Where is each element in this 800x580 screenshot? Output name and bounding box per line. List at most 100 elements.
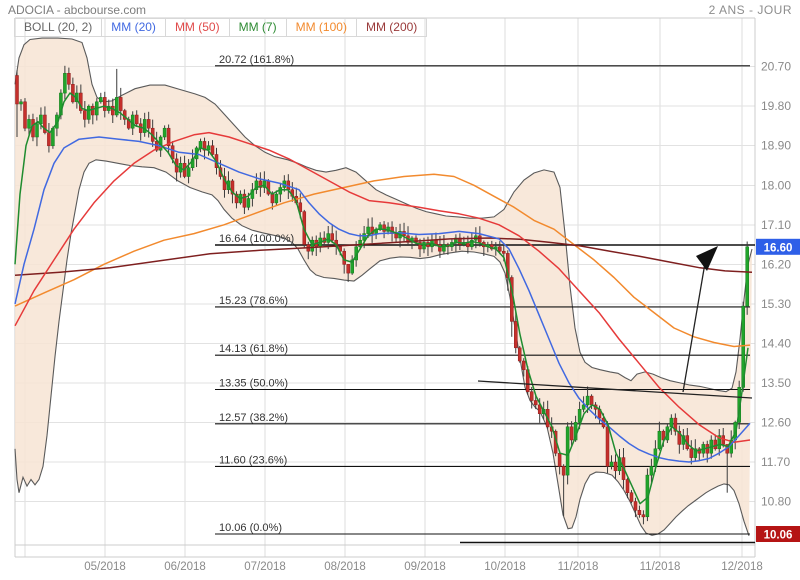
x-axis-label: 12/2018 (721, 561, 763, 573)
candle-down (258, 180, 263, 188)
candle-up (198, 141, 203, 149)
candle-up (59, 92, 63, 116)
candle-down (230, 180, 235, 195)
candle-down (103, 97, 107, 111)
y-axis-label: 18.90 (761, 139, 791, 153)
candle-down (689, 448, 694, 458)
candle-up (35, 123, 39, 138)
candle-down (330, 233, 334, 241)
candle-up (745, 246, 749, 307)
candle-up (717, 435, 721, 450)
candle-up (27, 119, 31, 129)
x-axis-label: 10/2018 (484, 561, 526, 573)
candle-up (326, 233, 330, 243)
candle-down (71, 84, 75, 103)
candle-down (529, 391, 534, 401)
candle-down (514, 321, 518, 349)
candle-up (99, 97, 103, 103)
candle-down (134, 114, 139, 125)
low-price-tag-text: 10.06 (764, 530, 793, 542)
x-axis-label: 07/2018 (244, 561, 286, 573)
trendline[interactable] (477, 380, 753, 399)
candle-down (438, 244, 442, 252)
y-axis-label: 19.80 (761, 99, 791, 113)
y-axis-label: 20.70 (761, 60, 791, 74)
legend-item-3: MM (7) (228, 18, 287, 37)
last-price-tag (756, 238, 800, 255)
candle-down (589, 395, 594, 406)
page-title: ADOCIA - abcbourse.com (8, 3, 147, 17)
candle-down (517, 347, 522, 362)
legend-item-2: MM (50) (164, 18, 230, 37)
candle-down (15, 75, 19, 105)
candle-down (67, 73, 71, 85)
timeframe-label: 2 ANS - JOUR (708, 3, 792, 17)
candle-down (83, 110, 87, 120)
candle-up (565, 426, 570, 476)
candle-down (633, 501, 638, 511)
candle-down (557, 452, 562, 467)
candle-down (673, 417, 678, 432)
y-axis-label: 16.20 (761, 257, 791, 271)
candle-down (498, 246, 502, 252)
fib-label: 11.60 (23.6%) (219, 454, 287, 466)
candle-up (162, 127, 167, 138)
candle-up (262, 180, 267, 188)
candle-down (47, 132, 51, 147)
candle-down (91, 105, 95, 116)
candle-down (210, 145, 215, 155)
candle-down (298, 202, 303, 212)
candle-down (629, 492, 634, 502)
candle-down (637, 510, 642, 515)
candle-down (166, 127, 171, 147)
candle-down (713, 439, 718, 450)
candle-down (111, 105, 115, 116)
candle-up (577, 409, 582, 423)
x-axis-label: 11/2018 (558, 561, 599, 573)
candle-down (382, 224, 386, 232)
x-axis-label: 08/2018 (324, 561, 366, 573)
mm50-line (14, 131, 751, 443)
x-axis-label: 11/2018 (640, 561, 681, 573)
candle-down (118, 97, 123, 111)
mm20-line (14, 136, 751, 463)
candle-up (693, 448, 698, 458)
candle-up (310, 239, 315, 252)
y-axis-label: 18.00 (761, 178, 791, 192)
candle-up (442, 244, 446, 252)
y-axis-label: 13.50 (761, 376, 791, 390)
candle-down (605, 426, 610, 467)
bollinger-upper-line (14, 37, 753, 393)
candle-up (422, 242, 426, 250)
candle-down (418, 242, 422, 250)
y-axis-label: 11.70 (761, 455, 790, 469)
y-axis-label: 15.30 (761, 297, 791, 311)
candle-down (677, 430, 682, 445)
candle-up (39, 114, 43, 125)
candle-up (585, 395, 590, 406)
y-axis-label: 17.10 (761, 218, 791, 232)
bollinger-band-fill (15, 38, 752, 536)
legend-item-1: MM (20) (101, 18, 166, 37)
candle-up (669, 417, 674, 428)
breakout-arrow-shaft[interactable] (682, 262, 706, 393)
candle-down (625, 479, 630, 493)
candle-down (394, 233, 398, 239)
candle-down (521, 360, 526, 371)
mm100-line (14, 173, 751, 348)
candle-down (146, 119, 151, 129)
x-axis-label: 05/2018 (84, 561, 126, 573)
legend-item-5: MM (200) (355, 18, 428, 37)
candle-up (609, 461, 614, 467)
candle-up (142, 119, 147, 133)
candle-up (186, 167, 191, 177)
candle-up (358, 239, 362, 248)
legend-item-4: MM (100) (285, 18, 357, 37)
candle-down (613, 461, 618, 472)
candle-down (23, 101, 27, 129)
candle-up (254, 180, 259, 190)
candle-down (561, 466, 566, 476)
indicator-legend: BOLL (20, 2) MM (20) MM (50) MM (7) MM (100)… (14, 18, 428, 37)
